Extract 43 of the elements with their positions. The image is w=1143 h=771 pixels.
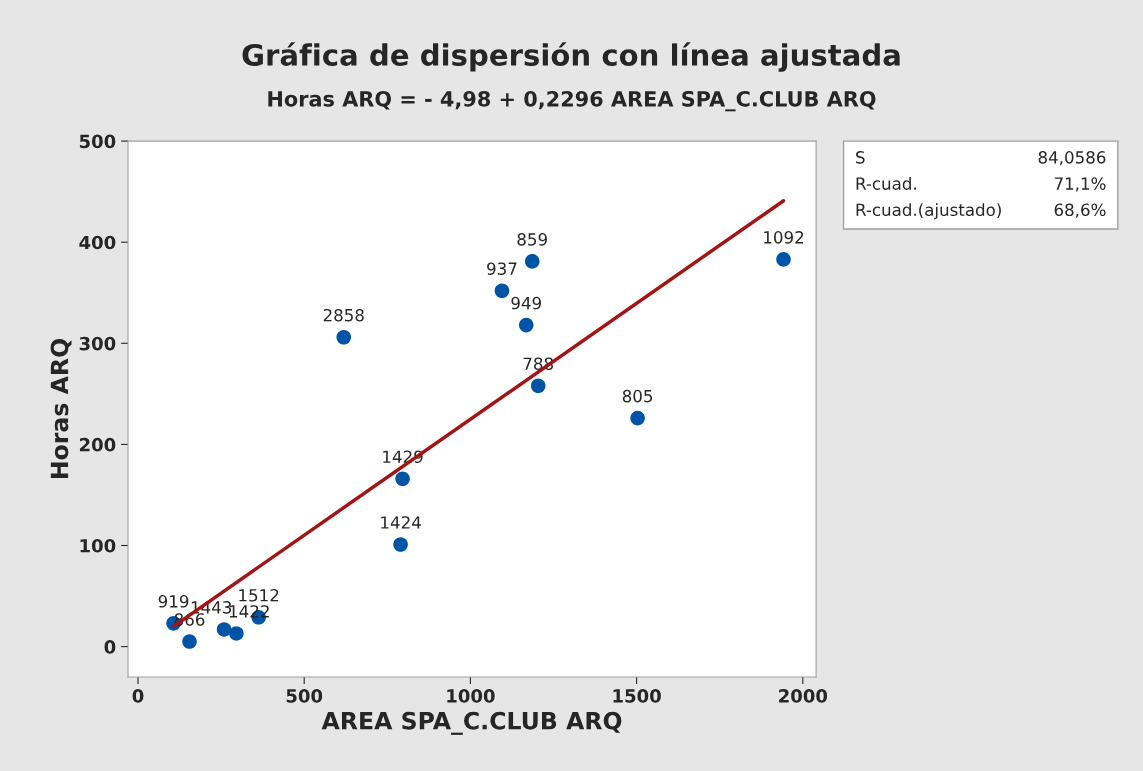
point: [630, 410, 645, 426]
y-tick-label: 500: [79, 134, 116, 149]
x-tick-label: 2000: [779, 689, 828, 703]
text: 71,1%: [1054, 177, 1106, 192]
annotation: 949: [511, 296, 541, 310]
y-tick-label: 400: [79, 235, 116, 250]
y-tick-label: 100: [80, 538, 116, 553]
text: 84,0586: [1038, 151, 1106, 166]
point: [336, 329, 352, 345]
annotation: 1422: [229, 605, 269, 618]
x-tick-label: 0: [132, 689, 144, 703]
x-tick-label: 1500: [613, 689, 661, 703]
x-tick-label: 500: [286, 689, 323, 703]
point: [393, 537, 408, 552]
chart-title: Gráfica de dispersión con línea ajustada: [242, 42, 900, 72]
annotation: 805: [622, 389, 653, 403]
annotation: 937: [487, 262, 517, 275]
annotation: 919: [158, 595, 189, 608]
text: S: [856, 151, 865, 164]
point: [518, 317, 534, 333]
text: R-cuad.(ajustado): [856, 203, 1001, 220]
x-tick-label: 1000: [447, 689, 495, 703]
annotation: 1512: [239, 588, 279, 602]
point: [494, 283, 510, 299]
annotation: 1424: [381, 516, 421, 529]
text: 68,6%: [1054, 203, 1106, 218]
point: [216, 622, 232, 637]
annotation: 2858: [323, 308, 364, 322]
x-axis-title: AREA SPA_C.CLUB ARQ: [321, 711, 622, 735]
point: [229, 626, 244, 641]
annotation: 1092: [764, 231, 804, 244]
point: [524, 254, 540, 269]
y-axis-title: Horas ARQ: [50, 339, 72, 479]
y-tick-label: 300: [79, 336, 116, 351]
text: R-cuad.: [856, 176, 916, 190]
point: [182, 634, 197, 649]
y-tick-label: 0: [104, 640, 116, 654]
annotation: 859: [517, 233, 547, 246]
point: [530, 378, 546, 394]
point: [395, 471, 410, 487]
chart-subtitle: Horas ARQ = - 4,98 + 0,2296 AREA SPA_C.CLUB ARQ: [268, 90, 876, 112]
y-tick-label: 200: [79, 437, 116, 452]
point: [776, 252, 791, 267]
